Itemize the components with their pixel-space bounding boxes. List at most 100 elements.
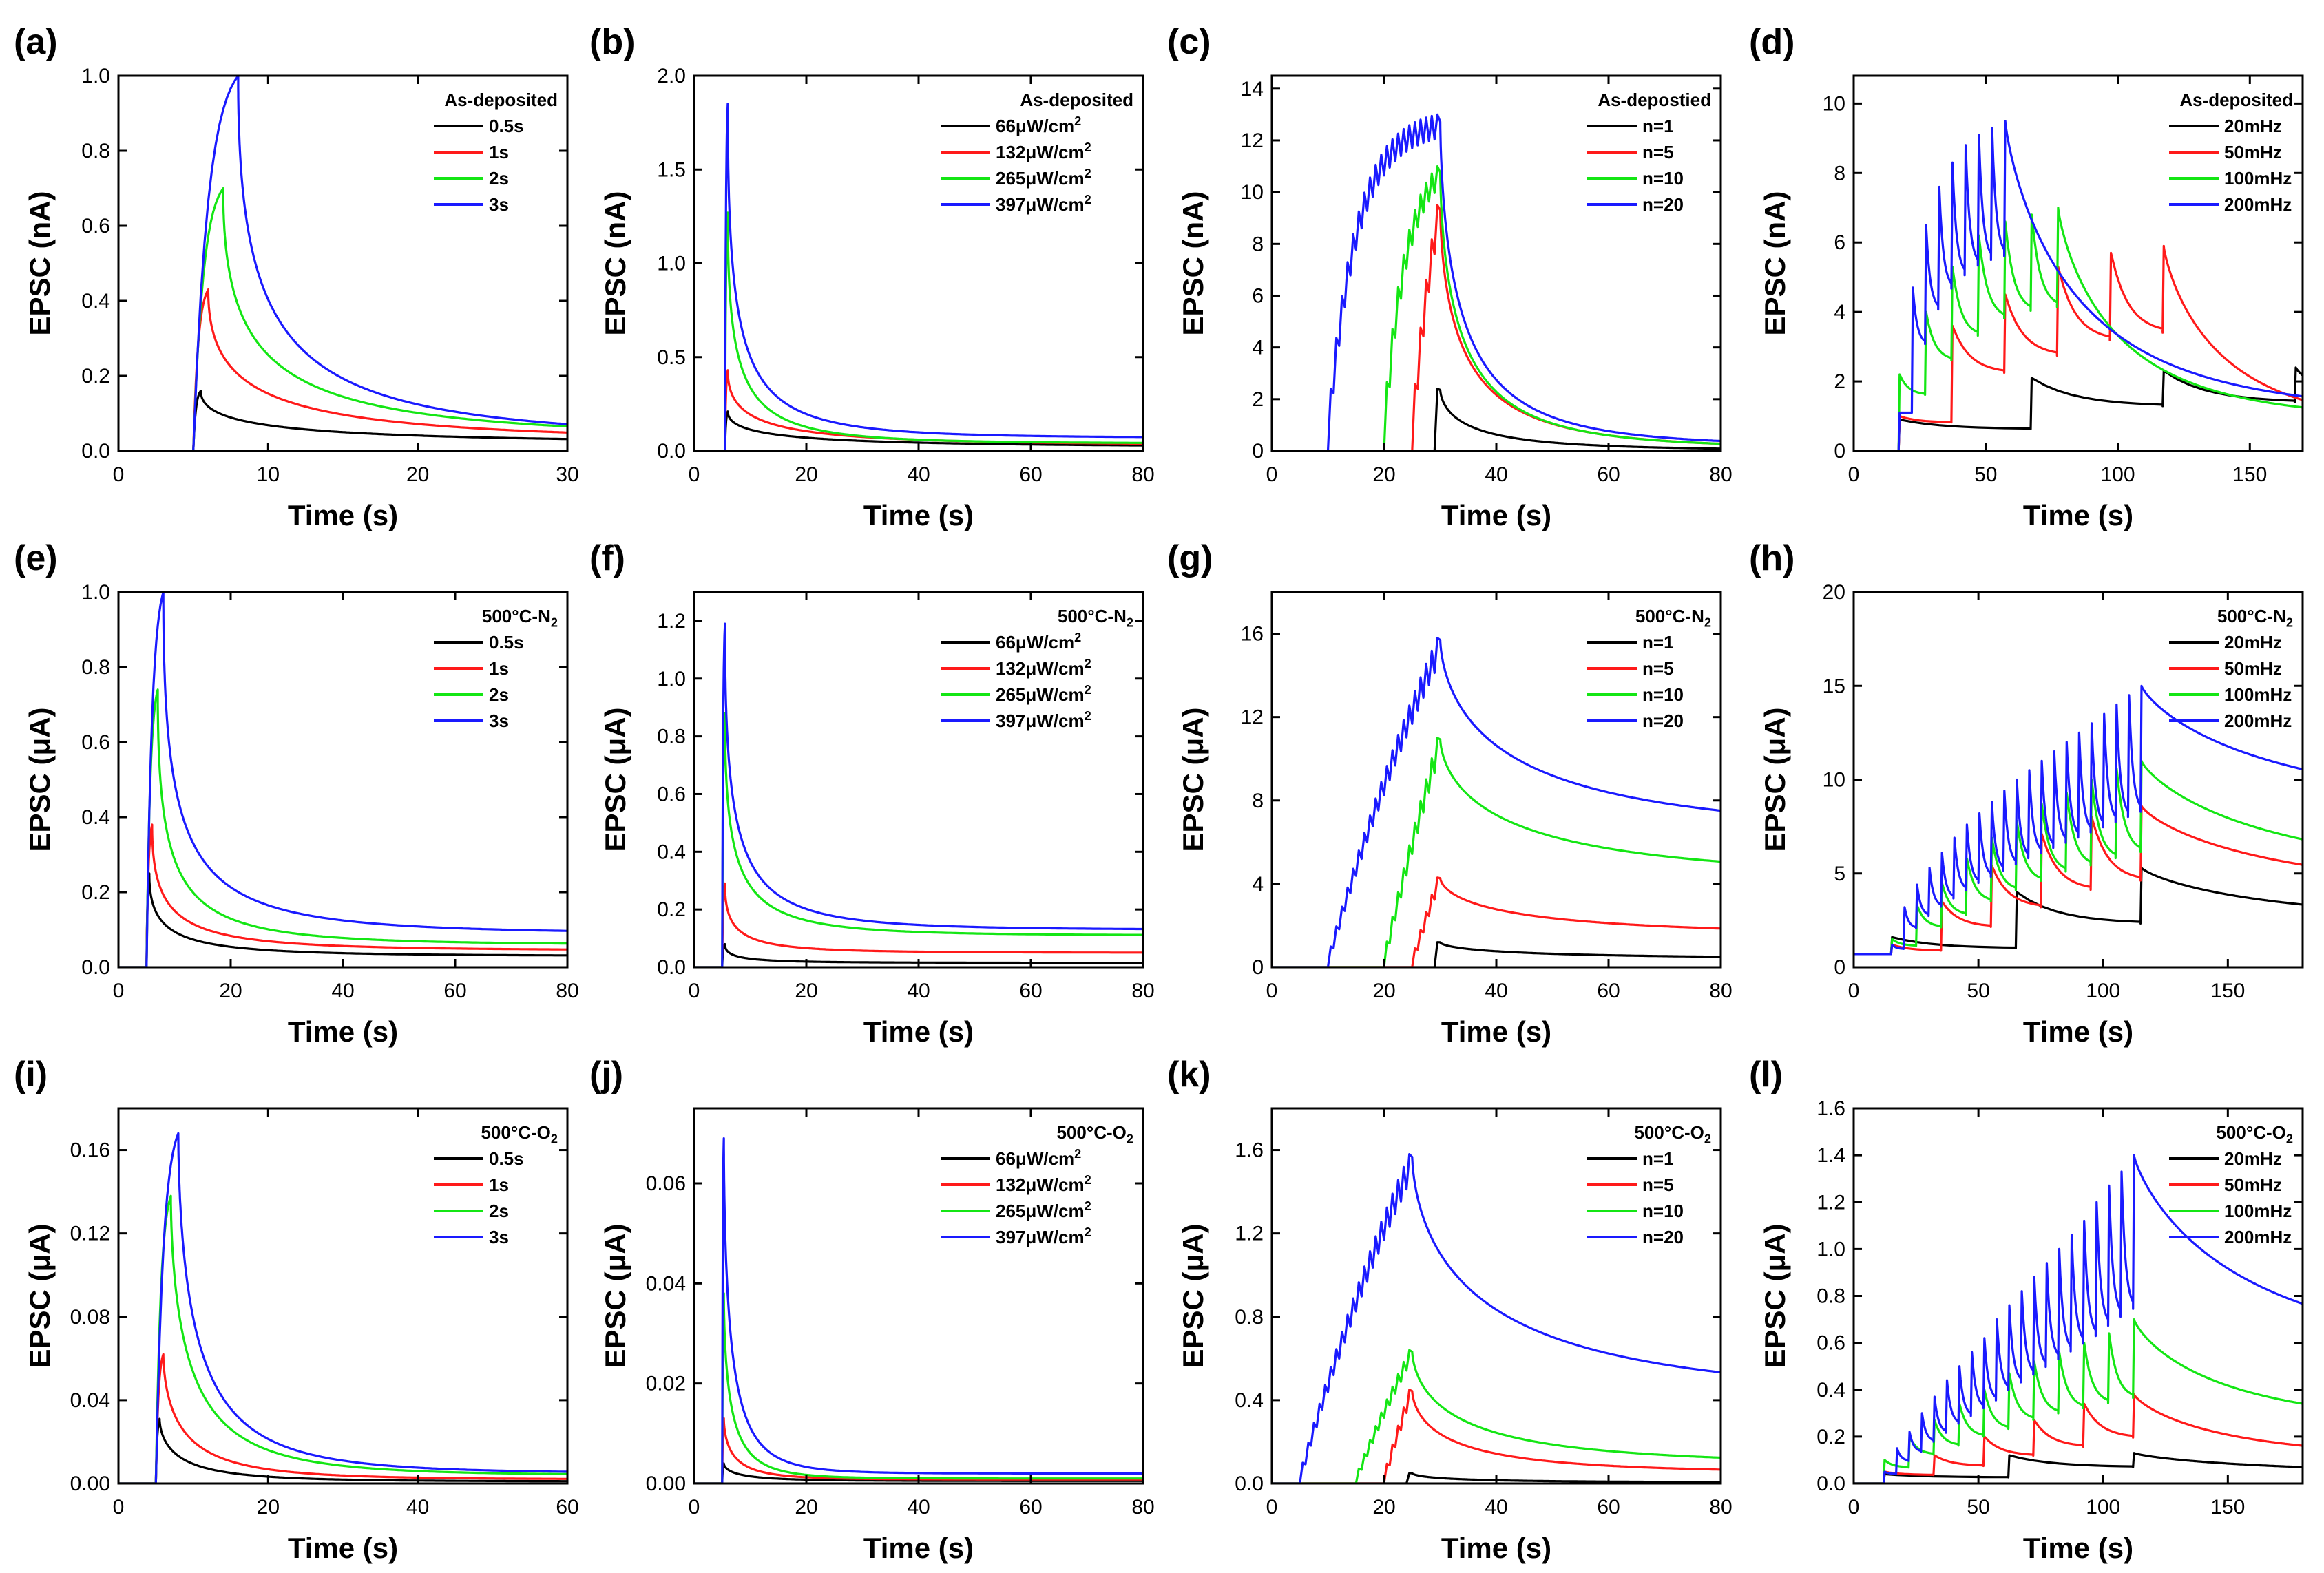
y-tick-label: 0.4	[657, 841, 686, 863]
series-line-red	[1854, 805, 2303, 956]
x-tick-label: 60	[443, 980, 466, 1002]
series-line-black	[1272, 388, 1721, 451]
legend-entry: n=5	[1642, 1174, 1674, 1195]
y-tick-label: 2	[1834, 370, 1845, 393]
x-tick-label: 0	[1266, 1496, 1278, 1519]
legend-entry: 265μW/cm2	[996, 1199, 1091, 1221]
y-tick-label: 0.4	[81, 806, 110, 829]
legend-title: 500°C-N2	[1635, 606, 1711, 629]
y-tick-label: 0.00	[70, 1472, 110, 1495]
series-line-blue	[1854, 1154, 2303, 1484]
panel-d: (d) 0 50 100 150 0 2 4 6 8 10 Time (s) EPSC (nA) As-d…	[1749, 22, 2304, 531]
panel-label: (a)	[14, 22, 58, 62]
panel-label: (b)	[589, 22, 635, 62]
y-tick-label: 1.0	[657, 668, 686, 690]
legend-entry: 1s	[489, 658, 509, 679]
series-line-black	[1854, 366, 2303, 451]
legend-entry: 20mHz	[2224, 632, 2282, 653]
x-tick-label: 40	[907, 463, 930, 486]
y-axis-title: EPSC (μA)	[1759, 1223, 1791, 1368]
legend-entry: 265μW/cm2	[996, 683, 1091, 705]
panel-c: (c) 0 20 40 60 80 0 2 4 6 8 10 12 14 Time (s) EPSC (nA)…	[1167, 22, 1732, 531]
series-line-red	[1272, 1389, 1721, 1484]
x-tick-label: 40	[907, 1496, 930, 1519]
series-line-green	[694, 1292, 1143, 1484]
y-axis-title: EPSC (nA)	[1759, 191, 1791, 336]
y-tick-label: 0.16	[70, 1139, 110, 1162]
legend-entry: 0.5s	[489, 116, 524, 136]
series-line-blue	[694, 622, 1143, 967]
series-group	[694, 103, 1143, 451]
x-tick-label: 40	[907, 980, 930, 1002]
y-tick-label: 0.6	[81, 731, 110, 754]
x-axis-title: Time (s)	[2023, 1532, 2133, 1564]
y-tick-label: 0.0	[657, 440, 686, 463]
y-tick-label: 6	[1252, 284, 1264, 307]
y-tick-label: 14	[1241, 78, 1264, 101]
x-tick-label: 40	[331, 980, 354, 1002]
panel-label: (g)	[1167, 538, 1213, 578]
x-axis-title: Time (s)	[863, 499, 974, 531]
legend-entry: 3s	[489, 710, 509, 731]
series-line-blue	[694, 103, 1143, 451]
y-tick-label: 0.8	[81, 656, 110, 679]
legend-title: As-deposited	[444, 89, 558, 110]
y-tick-label: 0.2	[81, 881, 110, 904]
series-line-black	[1272, 1472, 1721, 1484]
legend-entry: n=10	[1642, 168, 1684, 189]
x-axis-title: Time (s)	[1441, 1015, 1551, 1048]
x-tick-label: 40	[1485, 980, 1507, 1002]
x-tick-label: 50	[1967, 1496, 1989, 1519]
x-axis-title: Time (s)	[863, 1532, 974, 1564]
y-tick-label: 0.04	[70, 1389, 110, 1412]
series-line-blue	[1272, 1153, 1721, 1484]
x-tick-label: 80	[1131, 980, 1154, 1002]
y-tick-label: 0	[1252, 956, 1264, 979]
plot-frame	[693, 74, 1144, 452]
legend-entry: 100mHz	[2224, 168, 2292, 189]
y-tick-label: 0.8	[657, 726, 686, 748]
legend-title: 500°C-O2	[481, 1122, 558, 1146]
legend-entry: n=10	[1642, 684, 1684, 705]
y-tick-label: 0.4	[1817, 1379, 1845, 1402]
legend-entry: 0.5s	[489, 1148, 524, 1169]
legend-entry: n=10	[1642, 1201, 1684, 1221]
x-axis-title: Time (s)	[288, 1015, 398, 1048]
y-axis-title: EPSC (μA)	[23, 707, 56, 852]
y-tick-label: 4	[1252, 873, 1264, 896]
x-tick-label: 60	[1597, 980, 1620, 1002]
panel-e: (e) 0 20 40 60 80 0.0 0.2 0.4 0.6 0.8 1.0 Time (s) EP…	[14, 538, 579, 1048]
x-tick-label: 0	[113, 1496, 125, 1519]
legend-entry: n=1	[1642, 632, 1674, 653]
x-tick-label: 0	[1266, 463, 1278, 486]
legend-entry: 2s	[489, 1201, 509, 1221]
x-tick-label: 0	[1848, 1496, 1860, 1519]
series-line-red	[1272, 876, 1721, 967]
legend-title: 500°C-N2	[1058, 606, 1133, 629]
x-tick-label: 20	[1372, 980, 1395, 1002]
y-tick-label: 2	[1252, 388, 1264, 411]
series-line-green	[1854, 1318, 2303, 1484]
panel-label: (e)	[14, 538, 58, 578]
panel-label: (h)	[1749, 538, 1794, 578]
panel-label: (d)	[1749, 22, 1794, 62]
legend-entry: 66μW/cm2	[996, 114, 1081, 136]
series-line-red	[694, 882, 1143, 967]
series-line-black	[118, 1417, 567, 1484]
x-tick-label: 10	[257, 463, 280, 486]
series-group	[694, 1137, 1143, 1484]
y-tick-label: 0.0	[1235, 1472, 1264, 1495]
y-tick-label: 8	[1252, 233, 1264, 255]
y-tick-label: 5	[1834, 863, 1845, 885]
y-tick-label: 0	[1252, 440, 1264, 463]
legend-entry: n=20	[1642, 710, 1684, 731]
series-line-green	[1272, 165, 1721, 451]
legend-entry: 132μW/cm2	[996, 140, 1091, 162]
plot-frame	[117, 1107, 569, 1485]
y-tick-label: 4	[1252, 337, 1264, 359]
y-tick-label: 1.2	[1235, 1223, 1264, 1245]
y-tick-label: 0.2	[81, 365, 110, 388]
legend-entry: 1s	[489, 1174, 509, 1195]
series-group	[118, 74, 567, 451]
